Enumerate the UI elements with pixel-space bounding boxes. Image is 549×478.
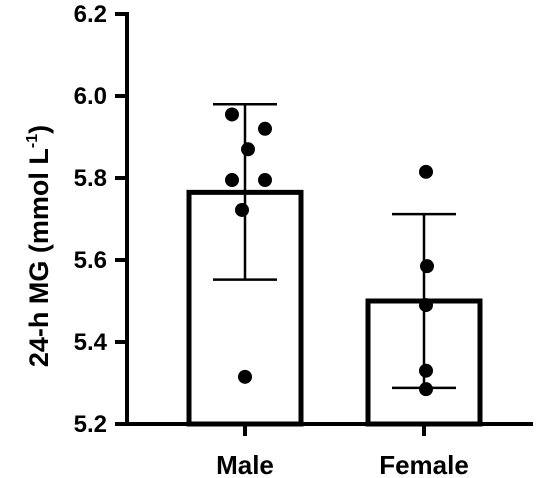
y-tick-label: 5.6 <box>74 247 107 274</box>
y-tick-label: 5.2 <box>74 411 107 438</box>
data-point <box>225 173 239 188</box>
data-point <box>238 369 252 384</box>
data-point <box>419 363 433 378</box>
svg-text:24-h MG (mmol L-1): 24-h MG (mmol L-1) <box>24 125 54 367</box>
y-axis-title-superscript: -1 <box>24 134 41 148</box>
y-axis-title-main: 24-h MG (mmol L <box>24 148 54 367</box>
data-point <box>419 164 433 179</box>
data-point <box>235 202 249 217</box>
data-points <box>225 107 434 397</box>
category-label: Female <box>379 450 469 478</box>
y-axis: 5.2 5.4 5.6 5.8 6.0 6.2 <box>74 1 129 438</box>
data-point <box>258 121 272 136</box>
y-axis-title: 24-h MG (mmol L-1) <box>24 125 54 367</box>
data-point <box>225 107 239 122</box>
data-point <box>241 142 255 157</box>
y-tick-label: 6.2 <box>74 1 107 28</box>
category-label: Male <box>216 450 274 478</box>
y-tick-label: 5.4 <box>74 329 108 356</box>
y-axis-title-close: ) <box>24 125 54 134</box>
data-point <box>420 259 434 274</box>
y-tick-label: 5.8 <box>74 165 107 192</box>
data-point <box>258 173 272 188</box>
data-point <box>419 298 433 313</box>
data-point <box>419 382 433 397</box>
y-tick-label: 6.0 <box>74 83 107 110</box>
category-labels: Male Female <box>216 450 469 478</box>
bars <box>186 189 483 427</box>
